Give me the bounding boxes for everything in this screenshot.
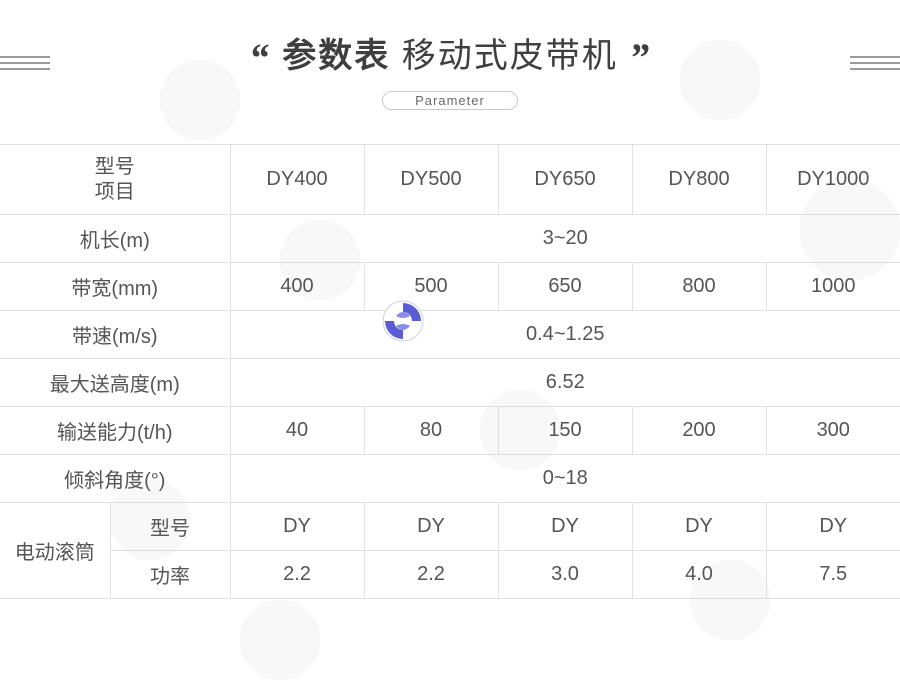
header: “ 参数表 移动式皮带机 ” Parameter bbox=[0, 0, 900, 110]
header-label-line1: 型号 bbox=[0, 155, 230, 180]
drum-group-label: 电动滚筒 bbox=[0, 503, 110, 599]
table-row: 功率 2.2 2.2 3.0 4.0 7.5 bbox=[0, 551, 900, 599]
subtitle-pill: Parameter bbox=[382, 91, 518, 110]
header-label-cell: 型号 项目 bbox=[0, 145, 230, 215]
row-label: 倾斜角度(°) bbox=[0, 455, 230, 503]
row-value: DY bbox=[766, 503, 900, 551]
row-value: DY bbox=[632, 503, 766, 551]
table-row: 带速(m/s) 0.4~1.25 bbox=[0, 311, 900, 359]
row-value: 800 bbox=[632, 263, 766, 311]
row-label: 机长(m) bbox=[0, 215, 230, 263]
row-value: 200 bbox=[632, 407, 766, 455]
model-head: DY800 bbox=[632, 145, 766, 215]
row-value: 80 bbox=[364, 407, 498, 455]
header-label-line2: 项目 bbox=[0, 180, 230, 205]
drum-model-label: 型号 bbox=[110, 503, 230, 551]
row-value: 2.2 bbox=[364, 551, 498, 599]
parameter-table-wrap: 型号 项目 DY400 DY500 DY650 DY800 DY1000 机长(… bbox=[0, 144, 900, 599]
table-row: 带宽(mm) 400 500 650 800 1000 bbox=[0, 263, 900, 311]
table-row: 最大送高度(m) 6.52 bbox=[0, 359, 900, 407]
row-value: 400 bbox=[230, 263, 364, 311]
table-header-row: 型号 项目 DY400 DY500 DY650 DY800 DY1000 bbox=[0, 145, 900, 215]
row-value: DY bbox=[498, 503, 632, 551]
model-head: DY400 bbox=[230, 145, 364, 215]
quote-close-icon: ” bbox=[629, 35, 651, 80]
row-value: DY bbox=[364, 503, 498, 551]
title-bold: 参数表 bbox=[282, 37, 390, 75]
row-value: 500 bbox=[364, 263, 498, 311]
model-head: DY500 bbox=[364, 145, 498, 215]
row-value: 1000 bbox=[766, 263, 900, 311]
model-head: DY1000 bbox=[766, 145, 900, 215]
table-row: 电动滚筒 型号 DY DY DY DY DY bbox=[0, 503, 900, 551]
decor-lines-left bbox=[0, 56, 50, 70]
table-row: 输送能力(t/h) 40 80 150 200 300 bbox=[0, 407, 900, 455]
row-value: 6.52 bbox=[230, 359, 900, 407]
page-title: “ 参数表 移动式皮带机 ” bbox=[0, 28, 900, 81]
row-value: 7.5 bbox=[766, 551, 900, 599]
quote-open-icon: “ bbox=[249, 35, 271, 80]
title-thin: 移动式皮带机 bbox=[402, 37, 618, 75]
parameter-table: 型号 项目 DY400 DY500 DY650 DY800 DY1000 机长(… bbox=[0, 144, 900, 599]
row-value: 3~20 bbox=[230, 215, 900, 263]
row-value: 3.0 bbox=[498, 551, 632, 599]
row-value: 0~18 bbox=[230, 455, 900, 503]
row-value: 650 bbox=[498, 263, 632, 311]
row-label: 输送能力(t/h) bbox=[0, 407, 230, 455]
row-value: 2.2 bbox=[230, 551, 364, 599]
drum-power-label: 功率 bbox=[110, 551, 230, 599]
decor-lines-right bbox=[850, 56, 900, 70]
row-label: 带速(m/s) bbox=[0, 311, 230, 359]
row-value: 150 bbox=[498, 407, 632, 455]
table-row: 倾斜角度(°) 0~18 bbox=[0, 455, 900, 503]
row-label: 带宽(mm) bbox=[0, 263, 230, 311]
row-value: 4.0 bbox=[632, 551, 766, 599]
row-label: 最大送高度(m) bbox=[0, 359, 230, 407]
row-value: 0.4~1.25 bbox=[230, 311, 900, 359]
table-row: 机长(m) 3~20 bbox=[0, 215, 900, 263]
model-head: DY650 bbox=[498, 145, 632, 215]
row-value: DY bbox=[230, 503, 364, 551]
row-value: 300 bbox=[766, 407, 900, 455]
row-value: 40 bbox=[230, 407, 364, 455]
